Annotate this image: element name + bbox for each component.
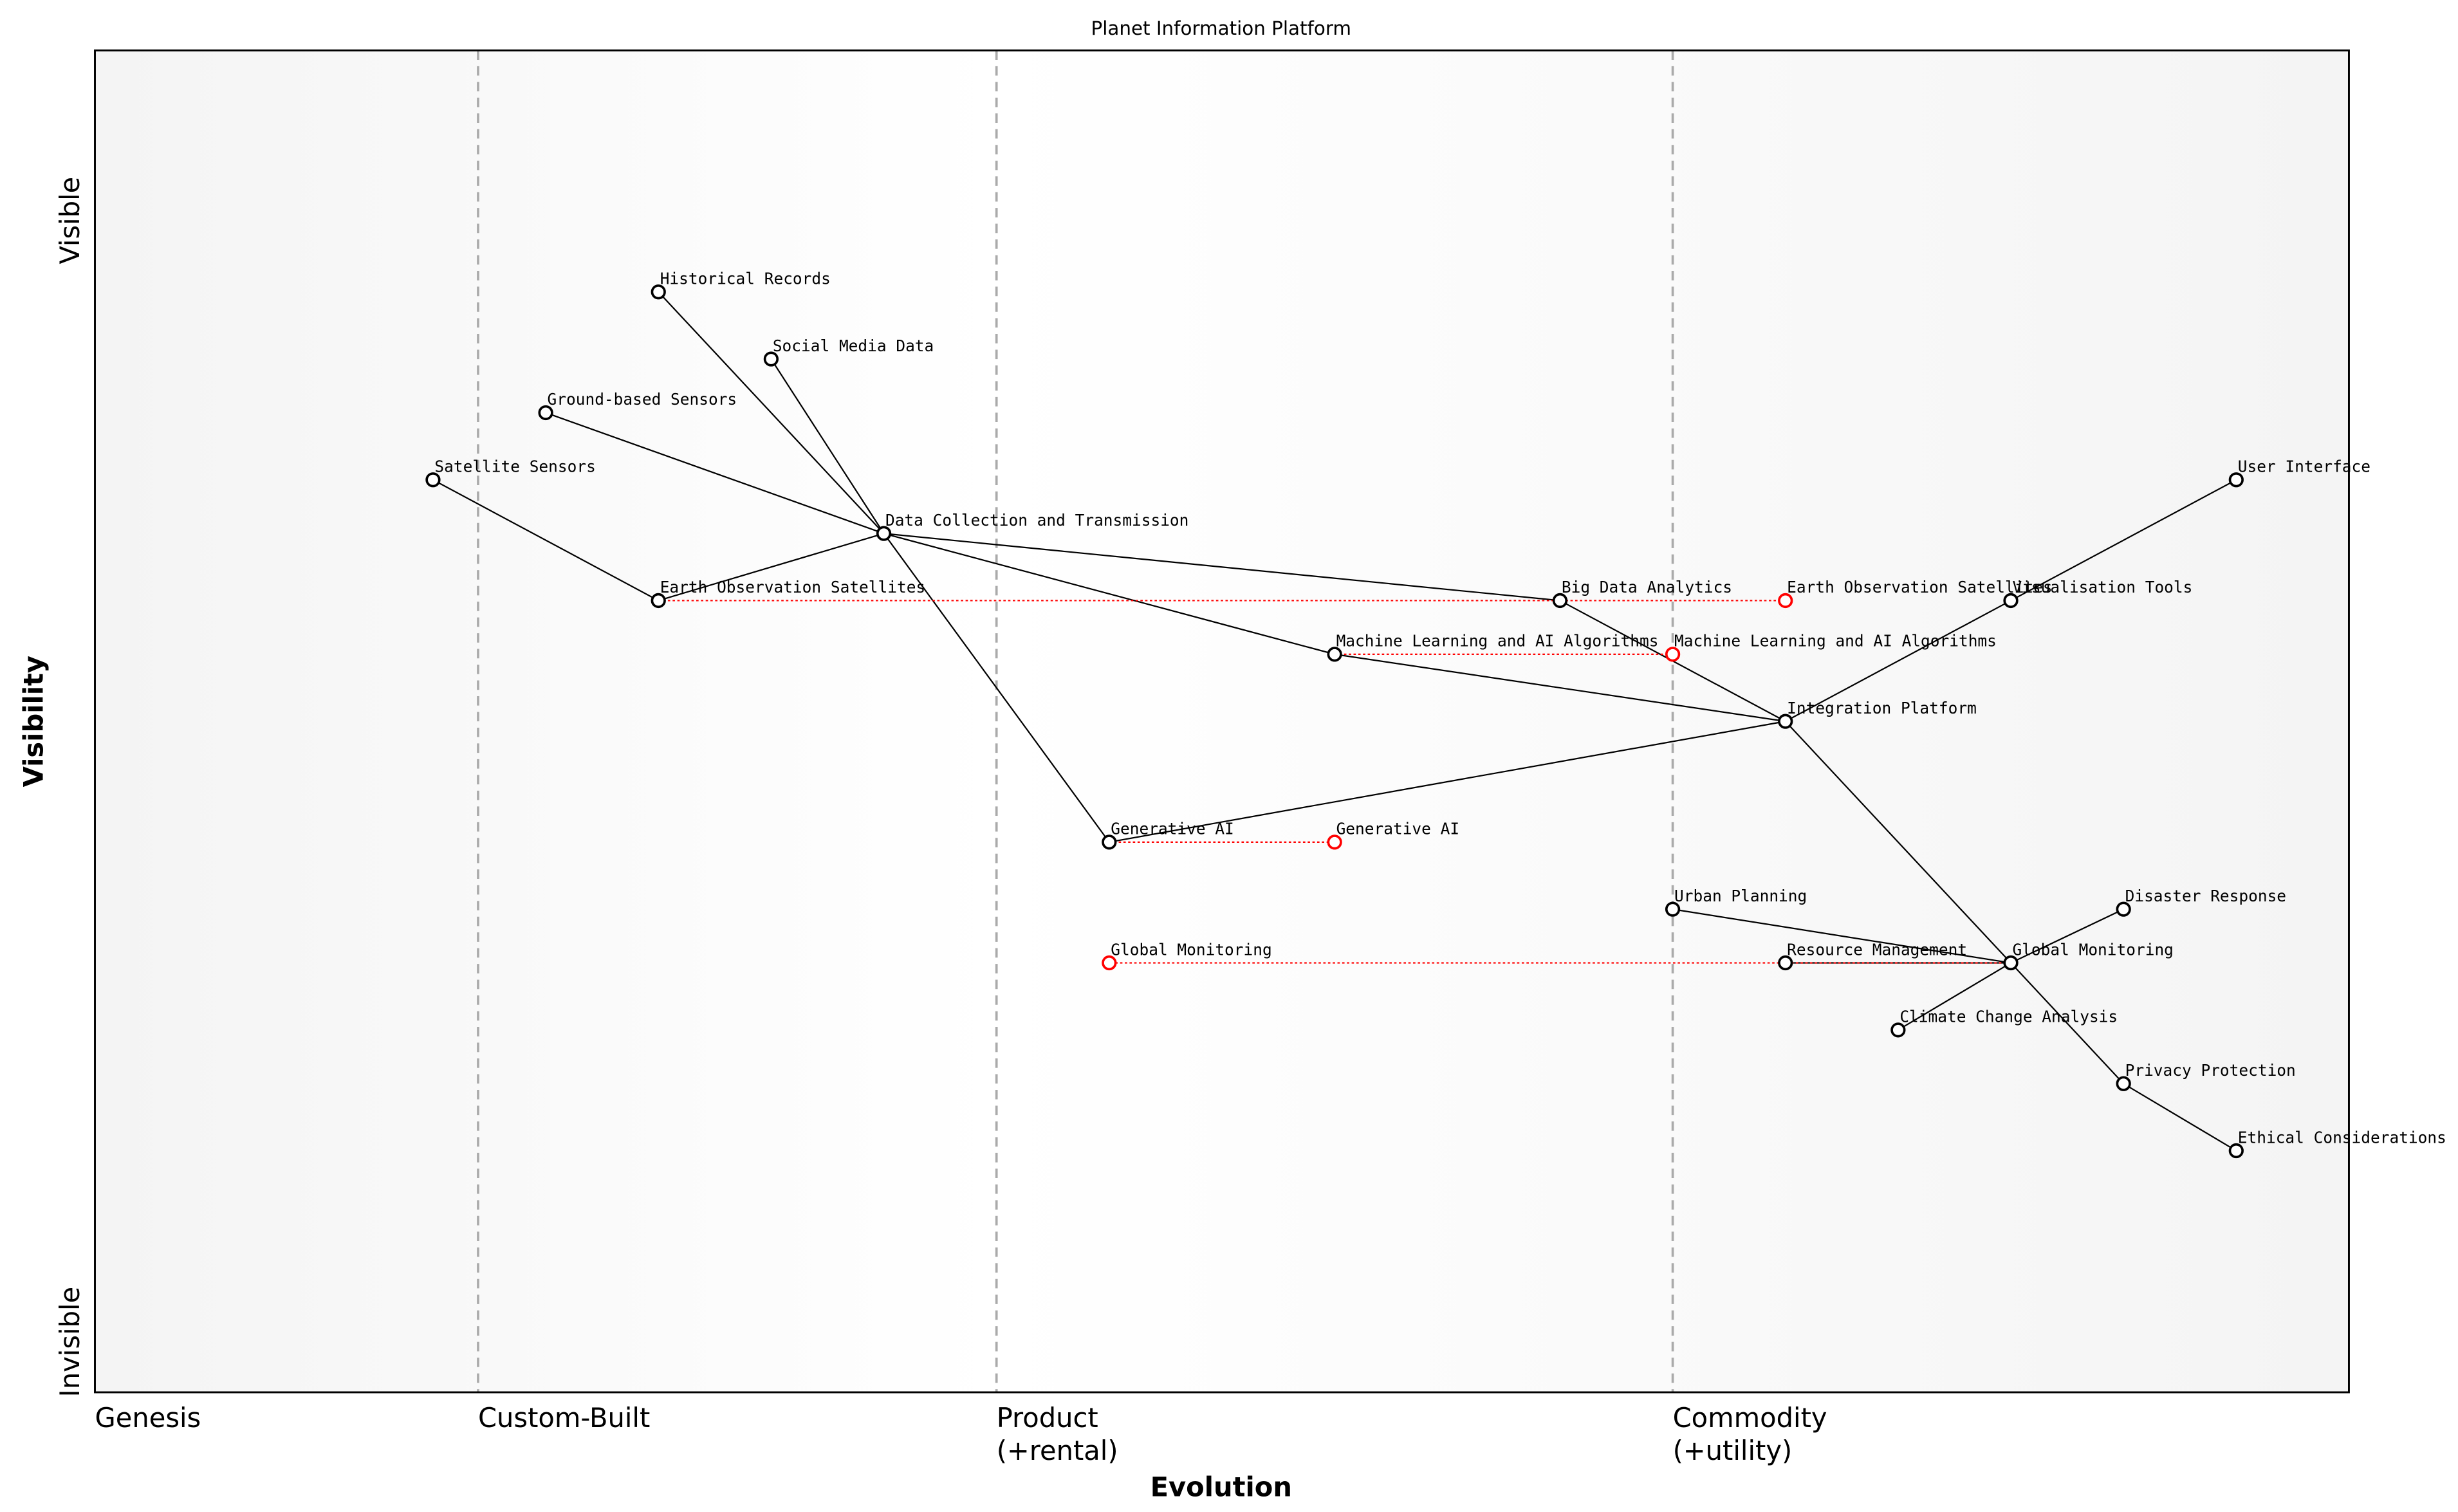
- component-label: Generative AI: [1111, 820, 1234, 838]
- y-axis-label: Visibility: [18, 656, 50, 787]
- component-node[interactable]: [1778, 714, 1793, 729]
- link-ground-based-sensors-to-data-collection-and-transmission: [545, 412, 884, 535]
- y-axis-top-label: Visible: [54, 177, 86, 264]
- component-label: Historical Records: [660, 270, 831, 288]
- component-social-media-data[interactable]: Social Media Data: [763, 337, 934, 367]
- stage-label-commodity: (+utility): [1673, 1435, 1793, 1466]
- component-satellite-sensors[interactable]: Satellite Sensors: [425, 457, 596, 488]
- component-label: Big Data Analytics: [1562, 578, 1732, 596]
- evolved-label-global-monitoring: Global Monitoring: [1111, 940, 1271, 959]
- link-integration-platform-to-visualisation-tools: [1785, 600, 2011, 723]
- component-big-data-analytics[interactable]: Big Data Analytics: [1552, 578, 1732, 609]
- stage-label-product: Product: [997, 1402, 1098, 1434]
- component-historical-records[interactable]: Historical Records: [651, 270, 831, 300]
- component-label: Social Media Data: [773, 337, 934, 355]
- link-urban-planning-to-global-monitoring: [1672, 908, 2011, 964]
- component-ethical-considerations[interactable]: Ethical Considerations: [2228, 1128, 2446, 1159]
- component-earth-observation-satellites[interactable]: Earth Observation Satellites: [651, 578, 925, 609]
- component-node[interactable]: [2228, 1143, 2244, 1159]
- component-climate-change-analysis[interactable]: Climate Change Analysis: [1890, 1008, 2118, 1038]
- link-integration-platform-to-global-monitoring: [1784, 721, 2011, 964]
- component-privacy-protection[interactable]: Privacy Protection: [2116, 1061, 2296, 1091]
- component-urban-planning[interactable]: Urban Planning: [1665, 887, 1807, 917]
- component-global-monitoring[interactable]: Global Monitoring: [2003, 940, 2174, 971]
- evolved-label-earth-observation-satellites: Earth Observation Satellites: [1787, 578, 2052, 596]
- component-visualisation-tools[interactable]: Visualisation Tools: [2003, 578, 2192, 609]
- link-satellite-sensors-to-earth-observation-satellites: [432, 479, 659, 602]
- component-label: User Interface: [2238, 457, 2370, 475]
- evolved-node-generative-ai[interactable]: [1327, 834, 1342, 850]
- component-label: Data Collection and Transmission: [885, 511, 1188, 530]
- map-title: Planet Information Platform: [1091, 17, 1351, 39]
- link-data-collection-and-transmission-to-machine-learning-and-ai-algorithms: [883, 533, 1335, 655]
- component-label: Privacy Protection: [2125, 1061, 2296, 1080]
- plot-frame: [94, 49, 2350, 1394]
- stage-label-commodity: Commodity: [1673, 1402, 1827, 1434]
- component-label: Ethical Considerations: [2238, 1128, 2446, 1147]
- component-integration-platform[interactable]: Integration Platform: [1778, 699, 1977, 729]
- component-node[interactable]: [1552, 593, 1568, 609]
- link-climate-change-analysis-to-global-monitoring: [1898, 962, 2011, 1031]
- x-axis-label: Evolution: [1150, 1471, 1292, 1503]
- component-label: Earth Observation Satellites: [660, 578, 925, 596]
- component-node[interactable]: [1665, 901, 1681, 917]
- component-node[interactable]: [2116, 1076, 2131, 1091]
- link-historical-records-to-data-collection-and-transmission: [658, 291, 885, 534]
- component-label: Urban Planning: [1674, 887, 1807, 905]
- component-machine-learning-and-ai-algorithms[interactable]: Machine Learning and AI Algorithms: [1327, 632, 1659, 662]
- component-node[interactable]: [1102, 834, 1117, 850]
- component-ground-based-sensors[interactable]: Ground-based Sensors: [538, 390, 737, 421]
- component-resource-management[interactable]: Resource Management: [1778, 940, 1967, 971]
- stage-label-custom-built: Custom-Built: [478, 1402, 650, 1434]
- component-node[interactable]: [876, 526, 892, 541]
- y-axis-bottom-label: Invisible: [54, 1287, 86, 1397]
- component-node[interactable]: [763, 351, 779, 367]
- component-generative-ai[interactable]: Generative AI: [1102, 820, 1234, 850]
- link-visualisation-tools-to-user-interface: [2010, 479, 2237, 602]
- evolved-node-earth-observation-satellites[interactable]: [1778, 593, 1793, 609]
- link-data-collection-and-transmission-to-big-data-analytics: [883, 533, 1560, 602]
- component-label: Climate Change Analysis: [1899, 1008, 2118, 1026]
- component-label: Disaster Response: [2125, 887, 2286, 905]
- component-node[interactable]: [2003, 955, 2019, 971]
- component-node[interactable]: [1778, 955, 1793, 971]
- link-data-collection-and-transmission-to-generative-ai: [883, 533, 1110, 843]
- component-disaster-response[interactable]: Disaster Response: [2116, 887, 2286, 917]
- evolved-label-generative-ai: Generative AI: [1336, 820, 1460, 838]
- component-node[interactable]: [2228, 472, 2244, 488]
- link-machine-learning-and-ai-algorithms-to-integration-platform: [1334, 653, 1786, 723]
- link-disaster-response-to-global-monitoring: [2010, 908, 2124, 964]
- link-global-monitoring-to-privacy-protection: [2010, 962, 2124, 1085]
- component-node[interactable]: [2003, 593, 2019, 609]
- component-node[interactable]: [651, 593, 666, 609]
- link-generative-ai-to-integration-platform: [1109, 721, 1786, 843]
- component-node[interactable]: [2116, 901, 2131, 917]
- link-earth-observation-satellites-to-data-collection-and-transmission: [658, 533, 884, 602]
- link-social-media-data-to-data-collection-and-transmission: [770, 358, 885, 534]
- stage-label-genesis: Genesis: [95, 1402, 201, 1434]
- evolved-node-global-monitoring[interactable]: [1102, 955, 1117, 971]
- component-node[interactable]: [651, 284, 666, 300]
- component-label: Ground-based Sensors: [548, 390, 737, 409]
- component-label: Integration Platform: [1787, 699, 1977, 717]
- link-privacy-protection-to-ethical-considerations: [2123, 1083, 2237, 1152]
- plot-background: [95, 50, 2349, 1392]
- component-node[interactable]: [1327, 647, 1342, 662]
- component-node[interactable]: [1890, 1022, 1906, 1038]
- evolved-node-machine-learning-and-ai-algorithms[interactable]: [1665, 647, 1681, 662]
- component-label: Resource Management: [1787, 940, 1967, 959]
- stage-label-product: (+rental): [997, 1435, 1118, 1466]
- component-label: Global Monitoring: [2012, 940, 2173, 959]
- component-label: Satellite Sensors: [434, 457, 595, 475]
- component-data-collection-and-transmission[interactable]: Data Collection and Transmission: [876, 511, 1189, 541]
- component-node[interactable]: [425, 472, 441, 488]
- evolved-label-machine-learning-and-ai-algorithms: Machine Learning and AI Algorithms: [1674, 632, 1997, 650]
- component-node[interactable]: [538, 405, 553, 421]
- component-label: Machine Learning and AI Algorithms: [1336, 632, 1659, 650]
- component-label: Visualisation Tools: [2012, 578, 2192, 596]
